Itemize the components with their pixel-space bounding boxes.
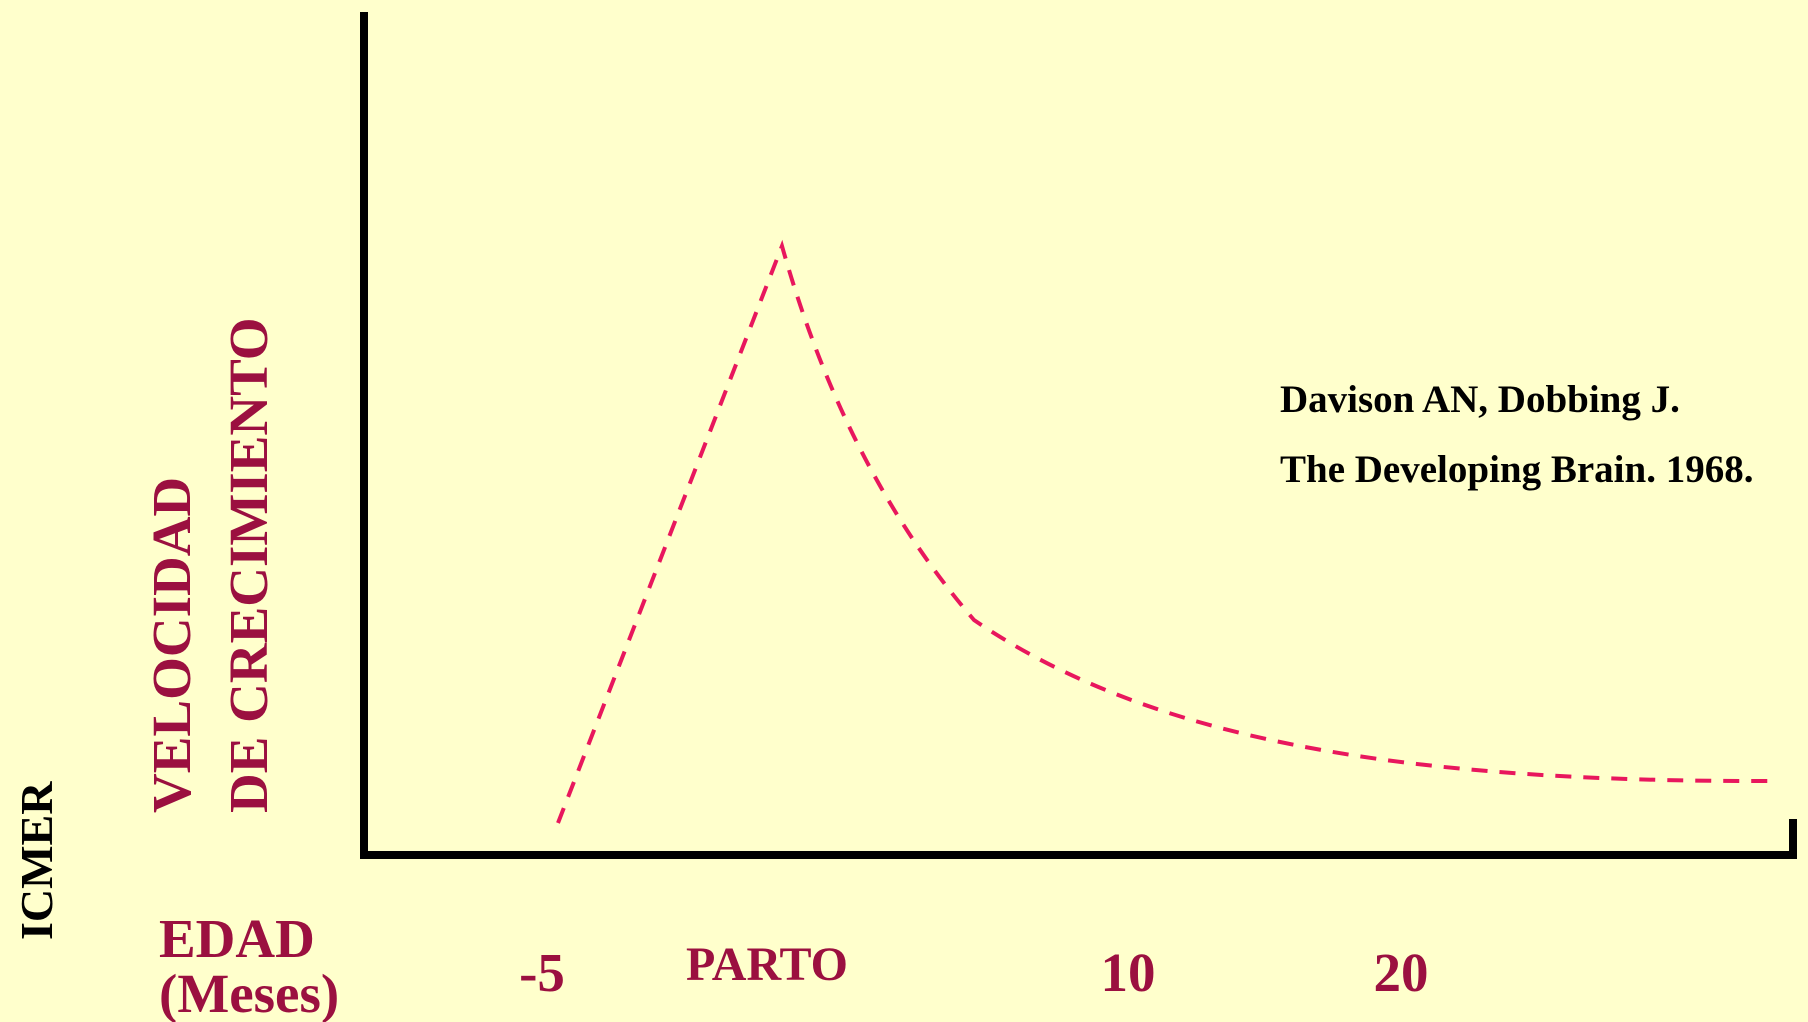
y-label-line: DE CRECIMIENTO xyxy=(218,317,279,813)
citation-line: The Developing Brain. 1968. xyxy=(1280,448,1753,491)
x-tick-label: 20 xyxy=(1374,942,1429,1003)
x-tick-label: -5 xyxy=(519,942,565,1003)
x-tick-label: PARTO xyxy=(686,938,848,991)
growth-curve xyxy=(556,239,1771,824)
x-label-line: EDAD xyxy=(159,908,315,969)
y-label-line: VELOCIDAD xyxy=(141,477,202,813)
watermark: ICMER xyxy=(11,781,62,940)
x-label-line: (Meses) xyxy=(159,963,339,1022)
x-axis xyxy=(360,819,1797,859)
x-tick-label: 10 xyxy=(1101,942,1156,1003)
citation-line: Davison AN, Dobbing J. xyxy=(1280,378,1680,421)
